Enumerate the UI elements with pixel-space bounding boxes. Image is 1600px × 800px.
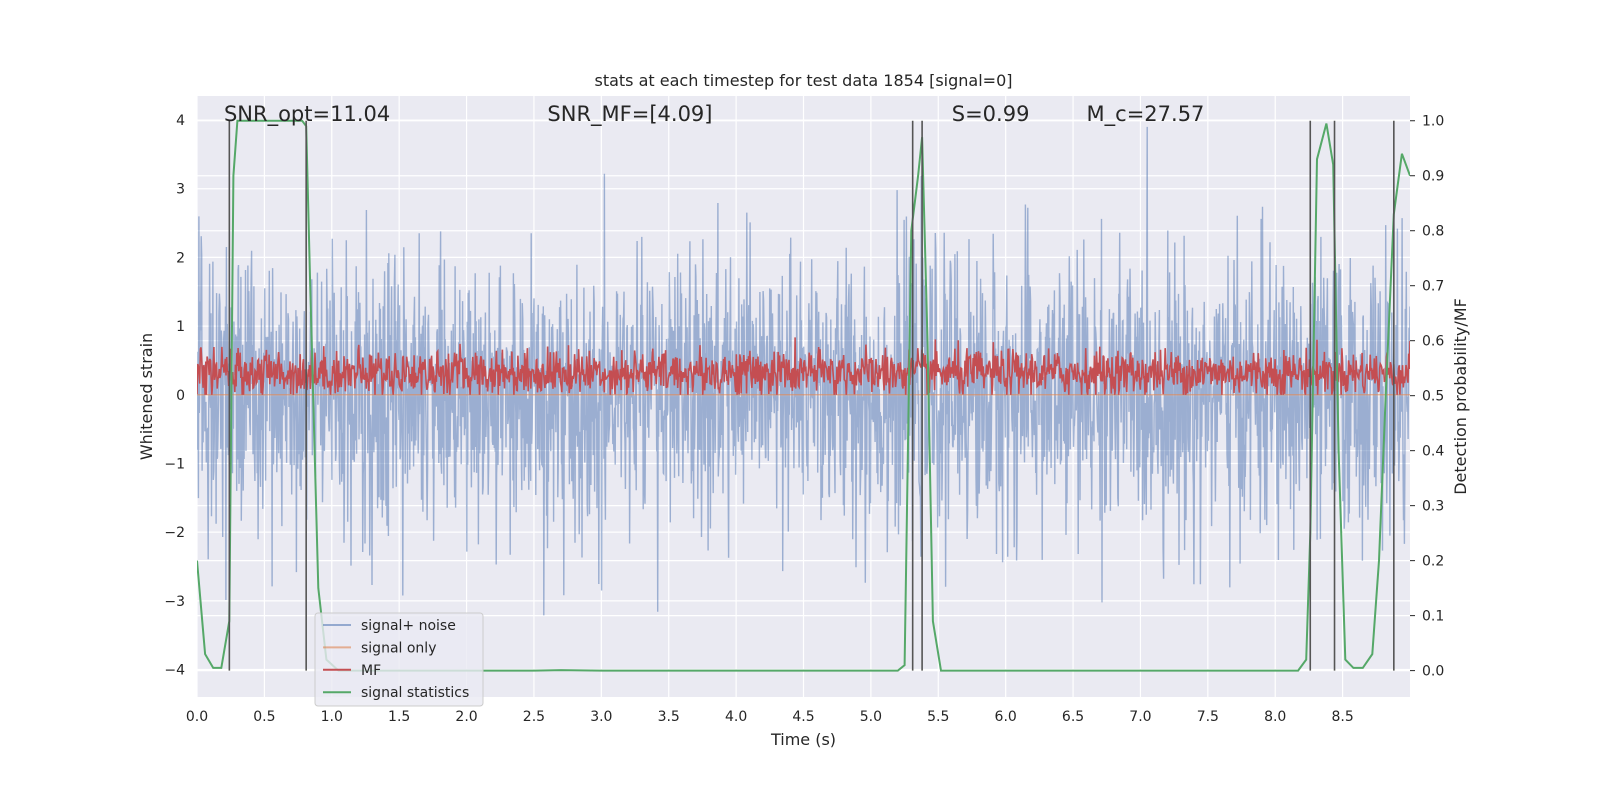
chart-title: stats at each timestep for test data 185… <box>594 71 1012 90</box>
y-tick-label: 2 <box>176 250 185 266</box>
x-tick-label: 4.0 <box>725 709 747 725</box>
y2-axis-label: Detection probability/MF <box>1451 298 1470 495</box>
x-tick-label: 7.0 <box>1129 709 1151 725</box>
y2-tick-label: 0.9 <box>1422 169 1444 185</box>
series-signal-noise-line <box>197 126 1410 616</box>
y-tick-label: −3 <box>164 594 185 610</box>
legend-box <box>314 612 484 707</box>
annotations: SNR_opt=11.04 SNR_MF=[4.09] S=0.99 M_c=2… <box>224 102 1204 127</box>
x-tick-label: 7.5 <box>1197 709 1219 725</box>
series-layer <box>197 119 1410 672</box>
y2-tick-label: 0.2 <box>1422 554 1444 570</box>
y-tick-label: −1 <box>164 456 185 472</box>
y-axis-label: Whitened strain <box>137 333 156 460</box>
y2-tick-label: 0.7 <box>1422 279 1444 295</box>
legend-label-mf: MF <box>361 663 381 679</box>
legend-label-signal-only: signal only <box>361 640 436 656</box>
x-tick-label: 5.5 <box>927 709 949 725</box>
x-tick-label: 3.5 <box>658 709 680 725</box>
annotation-snr-mf: SNR_MF=[4.09] <box>547 102 712 127</box>
y2-tick-label: 0.1 <box>1422 609 1444 625</box>
legend-label-signal-noise: signal+ noise <box>361 618 456 634</box>
x-tick-label: 5.0 <box>860 709 882 725</box>
y2-tick-label: 0.4 <box>1422 444 1444 460</box>
y-tick-label: −4 <box>164 663 185 679</box>
x-tick-label: 8.0 <box>1264 709 1286 725</box>
axes: 0.0 0.5 1.0 1.5 2.0 2.5 3.0 3.5 4.0 4.5 5.0 5.5 6.0 6… <box>164 113 1444 725</box>
y2-tick-label: 0.5 <box>1422 389 1444 405</box>
annotation-mc: M_c=27.57 <box>1087 102 1205 127</box>
y2-tick-label: 0.6 <box>1422 334 1444 350</box>
x-tick-label: 6.5 <box>1062 709 1084 725</box>
detection-markers <box>228 120 1395 671</box>
y2-tick-label: 0.3 <box>1422 499 1444 515</box>
y-tick-label: 3 <box>176 182 185 198</box>
y-tick-label: 1 <box>176 319 185 335</box>
annotation-s: S=0.99 <box>952 102 1030 126</box>
y2-tick-label: 0.0 <box>1422 664 1444 680</box>
x-tick-label: 1.5 <box>388 709 410 725</box>
y-tick-label: 4 <box>176 113 185 129</box>
x-tick-label: 0.0 <box>186 709 208 725</box>
x-tick-label: 2.0 <box>455 709 477 725</box>
y-tick-label: 0 <box>176 388 185 404</box>
x-tick-label: 0.5 <box>253 709 275 725</box>
y2-tick-label: 1.0 <box>1422 114 1444 130</box>
series-mf-line <box>197 337 1410 396</box>
series-signal-statistics-line <box>197 119 1410 672</box>
x-axis-label: Time (s) <box>770 730 836 749</box>
x-tick-label: 2.5 <box>523 709 545 725</box>
y-tick-label: −2 <box>164 525 185 541</box>
annotation-snr-opt: SNR_opt=11.04 <box>224 102 390 127</box>
x-tick-label: 6.0 <box>995 709 1017 725</box>
y2-tick-label: 0.8 <box>1422 224 1444 240</box>
legend-label-signal-statistics: signal statistics <box>361 685 469 701</box>
x-tick-label: 3.0 <box>590 709 612 725</box>
legend: signal+ noise signal only MF signal stat… <box>314 612 484 707</box>
x-tick-label: 8.5 <box>1331 709 1353 725</box>
x-tick-label: 1.0 <box>321 709 343 725</box>
x-tick-label: 4.5 <box>792 709 814 725</box>
